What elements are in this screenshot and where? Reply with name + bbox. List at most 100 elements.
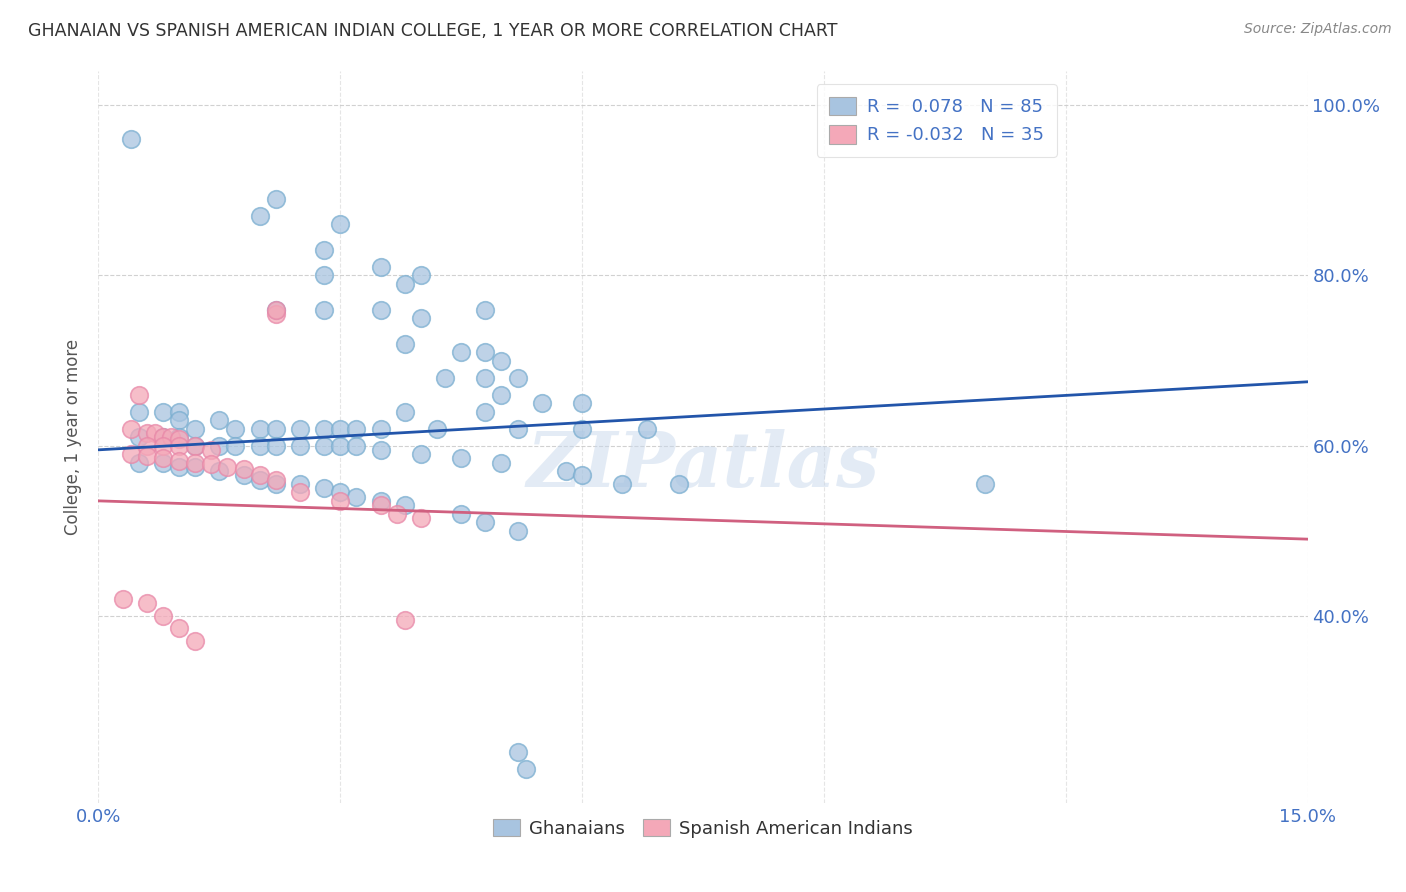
- Point: [370, 421, 392, 435]
- Point: [450, 345, 472, 359]
- Point: [450, 451, 472, 466]
- Legend: Ghanaians, Spanish American Indians: Ghanaians, Spanish American Indians: [486, 813, 920, 845]
- Point: [264, 192, 287, 206]
- Point: [264, 421, 287, 435]
- Point: [208, 464, 231, 478]
- Point: [409, 311, 432, 326]
- Point: [571, 421, 593, 435]
- Point: [974, 476, 997, 491]
- Point: [394, 613, 416, 627]
- Point: [370, 494, 392, 508]
- Point: [264, 439, 287, 453]
- Point: [152, 430, 174, 444]
- Point: [264, 476, 287, 491]
- Point: [426, 421, 449, 435]
- Point: [612, 476, 634, 491]
- Point: [506, 745, 529, 759]
- Point: [636, 421, 658, 435]
- Text: GHANAIAN VS SPANISH AMERICAN INDIAN COLLEGE, 1 YEAR OR MORE CORRELATION CHART: GHANAIAN VS SPANISH AMERICAN INDIAN COLL…: [28, 22, 838, 40]
- Point: [370, 442, 392, 457]
- Point: [474, 515, 496, 529]
- Point: [409, 511, 432, 525]
- Point: [152, 430, 174, 444]
- Point: [128, 430, 150, 444]
- Point: [167, 404, 190, 418]
- Point: [506, 524, 529, 538]
- Point: [249, 421, 271, 435]
- Point: [506, 370, 529, 384]
- Point: [668, 476, 690, 491]
- Point: [491, 353, 513, 368]
- Point: [152, 456, 174, 470]
- Point: [329, 421, 352, 435]
- Point: [249, 439, 271, 453]
- Point: [515, 762, 537, 776]
- Point: [167, 439, 190, 453]
- Point: [474, 370, 496, 384]
- Point: [232, 462, 254, 476]
- Point: [370, 260, 392, 274]
- Point: [314, 439, 336, 453]
- Point: [184, 439, 207, 453]
- Point: [264, 302, 287, 317]
- Point: [385, 507, 408, 521]
- Point: [120, 421, 142, 435]
- Point: [344, 439, 367, 453]
- Point: [120, 132, 142, 146]
- Point: [208, 413, 231, 427]
- Point: [288, 485, 311, 500]
- Point: [370, 302, 392, 317]
- Point: [474, 345, 496, 359]
- Point: [224, 421, 246, 435]
- Point: [434, 370, 457, 384]
- Text: Source: ZipAtlas.com: Source: ZipAtlas.com: [1244, 22, 1392, 37]
- Point: [143, 425, 166, 440]
- Point: [135, 449, 157, 463]
- Y-axis label: College, 1 year or more: College, 1 year or more: [65, 339, 83, 535]
- Point: [224, 439, 246, 453]
- Point: [208, 439, 231, 453]
- Point: [111, 591, 134, 606]
- Point: [530, 396, 553, 410]
- Point: [184, 421, 207, 435]
- Point: [474, 302, 496, 317]
- Point: [394, 498, 416, 512]
- Point: [232, 468, 254, 483]
- Point: [506, 421, 529, 435]
- Point: [329, 439, 352, 453]
- Point: [128, 456, 150, 470]
- Point: [135, 596, 157, 610]
- Point: [491, 456, 513, 470]
- Point: [370, 498, 392, 512]
- Point: [200, 458, 222, 472]
- Point: [409, 447, 432, 461]
- Point: [184, 459, 207, 474]
- Point: [184, 634, 207, 648]
- Point: [167, 622, 190, 636]
- Point: [120, 447, 142, 461]
- Point: [160, 430, 183, 444]
- Point: [314, 302, 336, 317]
- Point: [135, 425, 157, 440]
- Point: [474, 404, 496, 418]
- Point: [264, 302, 287, 317]
- Point: [200, 442, 222, 457]
- Point: [152, 439, 174, 453]
- Point: [184, 439, 207, 453]
- Point: [571, 468, 593, 483]
- Point: [394, 336, 416, 351]
- Text: ZIPatlas: ZIPatlas: [526, 429, 880, 503]
- Point: [329, 485, 352, 500]
- Point: [264, 307, 287, 321]
- Point: [288, 421, 311, 435]
- Point: [555, 464, 578, 478]
- Point: [128, 387, 150, 401]
- Point: [167, 413, 190, 427]
- Point: [409, 268, 432, 283]
- Point: [135, 439, 157, 453]
- Point: [249, 473, 271, 487]
- Point: [329, 218, 352, 232]
- Point: [128, 404, 150, 418]
- Point: [249, 468, 271, 483]
- Point: [288, 476, 311, 491]
